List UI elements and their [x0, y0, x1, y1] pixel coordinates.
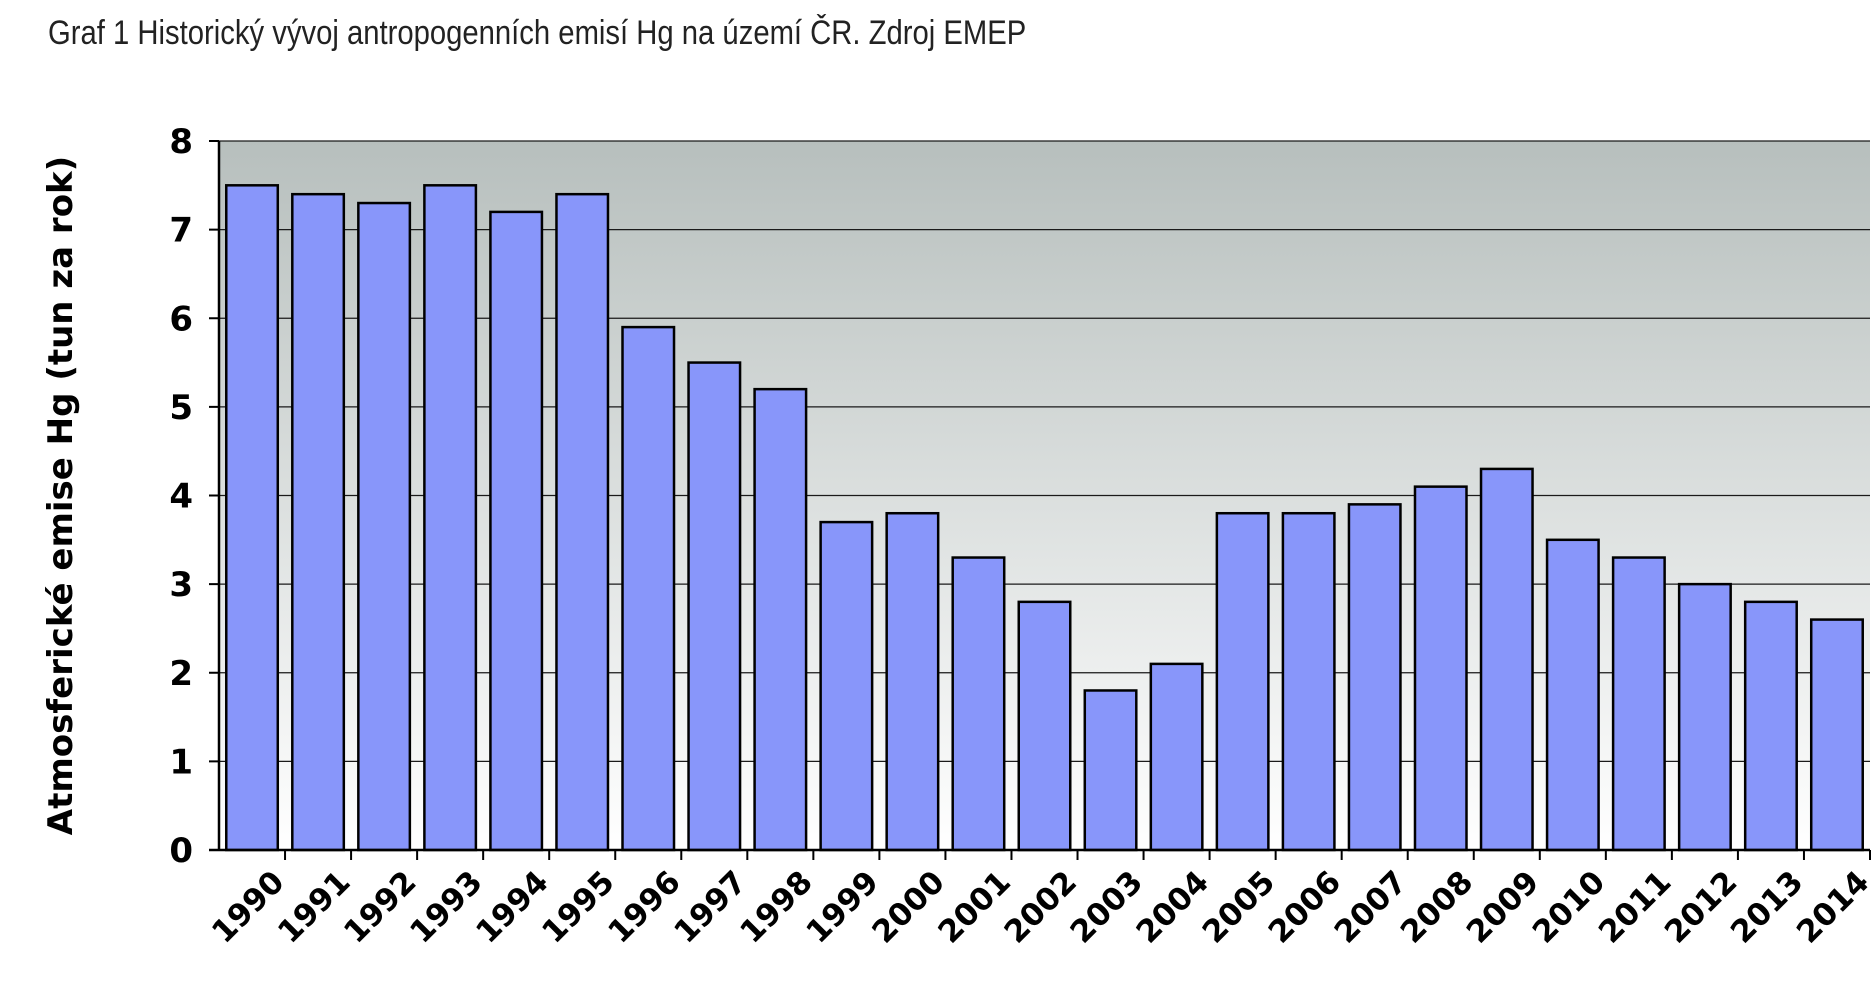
y-tick-label-8: 8 [169, 122, 193, 162]
x-tick-label-2008: 2008 [1394, 864, 1480, 950]
x-tick-label-2012: 2012 [1658, 864, 1744, 950]
x-tick-label-1999: 1999 [799, 864, 885, 950]
x-tick-label-2013: 2013 [1724, 864, 1810, 950]
y-tick-label-7: 7 [169, 211, 193, 251]
bar-2011 [1611, 556, 1666, 852]
x-tick-label-2005: 2005 [1196, 864, 1282, 950]
x-tick-label-1991: 1991 [271, 864, 357, 950]
x-tick-label-2011: 2011 [1592, 864, 1678, 950]
bar-2013 [1743, 600, 1798, 852]
bar-2005 [1215, 511, 1270, 852]
bar-2007 [1347, 503, 1402, 852]
bar-1992 [357, 201, 412, 852]
y-tick-label-5: 5 [169, 388, 193, 428]
bar-1997 [687, 361, 742, 852]
bar-1995 [555, 192, 610, 852]
y-tick-label-4: 4 [169, 477, 193, 517]
x-tick-label-1990: 1990 [205, 864, 291, 950]
x-tick-label-1998: 1998 [733, 864, 819, 950]
x-tick-label-1995: 1995 [535, 864, 621, 950]
x-tick-label-1992: 1992 [337, 864, 423, 950]
bar-2001 [951, 556, 1006, 852]
x-tick-label-2014: 2014 [1790, 864, 1876, 950]
y-axis-label: Atmosferické emise Hg (tun za rok) [41, 156, 81, 835]
bar-1999 [819, 520, 874, 852]
y-tick-label-3: 3 [169, 565, 193, 605]
x-tick-label-2009: 2009 [1460, 864, 1546, 950]
y-tick-label-0: 0 [169, 831, 193, 871]
bar-1993 [423, 184, 478, 852]
x-tick-label-2004: 2004 [1130, 864, 1216, 950]
bar-2004 [1149, 662, 1204, 852]
bars [225, 184, 1864, 852]
y-tick-label-6: 6 [169, 299, 193, 339]
bar-2008 [1413, 485, 1468, 852]
x-tick-label-1994: 1994 [469, 864, 555, 950]
x-tick-label-2007: 2007 [1328, 864, 1414, 950]
bar-1990 [225, 184, 280, 852]
x-tick-label-2001: 2001 [931, 864, 1017, 950]
y-tick-labels: 0 1 2 3 4 5 6 7 8 [169, 122, 193, 871]
bar-2014 [1809, 618, 1864, 852]
x-tick-label-2003: 2003 [1064, 864, 1150, 950]
x-tick-label-2010: 2010 [1526, 864, 1612, 950]
bar-1998 [753, 387, 808, 852]
bar-2009 [1479, 467, 1534, 852]
bar-2006 [1281, 511, 1336, 852]
x-tick-label-1993: 1993 [403, 864, 489, 950]
x-tick-label-1997: 1997 [667, 864, 753, 950]
axes [209, 140, 1871, 860]
bar-2003 [1083, 689, 1138, 852]
x-tick-label-2000: 2000 [865, 864, 951, 950]
x-tick-label-2002: 2002 [998, 864, 1084, 950]
bar-1991 [291, 192, 346, 852]
bar-1996 [621, 325, 676, 852]
chart-title: Graf 1 Historický vývoj antropogenních e… [48, 14, 1027, 52]
bar-2012 [1677, 582, 1732, 852]
y-tick-label-2: 2 [169, 654, 193, 694]
bar-2010 [1545, 538, 1600, 852]
x-tick-labels: 1990199119921993199419951996199719981999… [205, 864, 1876, 950]
x-tick-label-1996: 1996 [601, 864, 687, 950]
bar-2002 [1017, 600, 1072, 852]
bar-1994 [489, 210, 544, 852]
x-tick-label-2006: 2006 [1262, 864, 1348, 950]
bar-2000 [885, 511, 940, 852]
y-tick-label-1: 1 [169, 742, 193, 782]
